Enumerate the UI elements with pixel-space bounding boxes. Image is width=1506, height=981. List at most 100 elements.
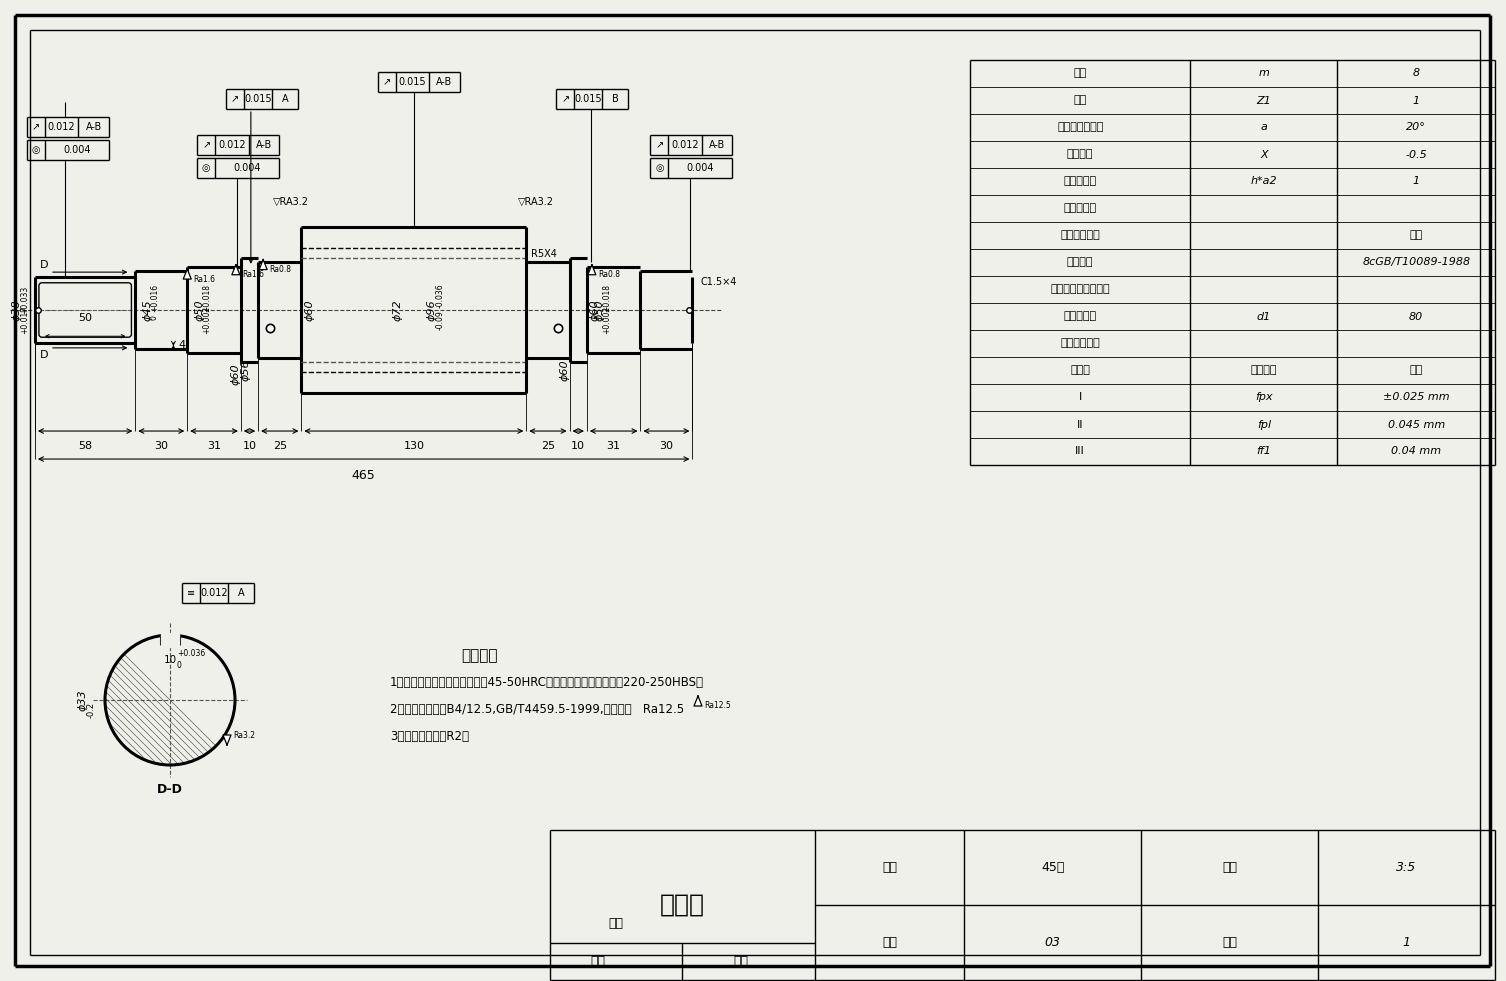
Text: 2、两端中心孔位B4/12.5,GB/T4459.5-1999,粗糙度为   Ra12.5: 2、两端中心孔位B4/12.5,GB/T4459.5-1999,粗糙度为 Ra1…: [390, 703, 684, 716]
Text: ϕ50: ϕ50: [196, 299, 205, 321]
Text: 8: 8: [1413, 69, 1420, 78]
Text: 0.012: 0.012: [200, 588, 227, 598]
Polygon shape: [694, 696, 702, 706]
Text: 公差组: 公差组: [1071, 366, 1090, 376]
Text: 25: 25: [541, 441, 556, 451]
Text: 配对蜗杆图号: 配对蜗杆图号: [1060, 338, 1099, 348]
Text: -0.2: -0.2: [86, 702, 95, 718]
Text: D: D: [41, 260, 48, 270]
Text: 制图: 制图: [590, 955, 605, 967]
Text: 0.015: 0.015: [399, 77, 426, 87]
Text: 31: 31: [607, 441, 620, 451]
Text: 20°: 20°: [1407, 123, 1426, 132]
Text: 465: 465: [352, 469, 375, 482]
Text: 模数: 模数: [1074, 69, 1087, 78]
Text: ↗: ↗: [383, 77, 392, 87]
Text: 图号: 图号: [883, 936, 898, 949]
Polygon shape: [232, 265, 239, 275]
Text: 130: 130: [404, 441, 425, 451]
Text: 45钢: 45钢: [1041, 861, 1065, 874]
Text: 蜗杆轴: 蜗杆轴: [660, 893, 705, 917]
Text: 0: 0: [149, 316, 158, 321]
Text: R5X4: R5X4: [532, 248, 557, 259]
Text: ff1: ff1: [1256, 446, 1271, 456]
Text: ◎: ◎: [202, 163, 211, 173]
Text: 技术要求: 技术要求: [462, 648, 498, 663]
Text: C1.5×4: C1.5×4: [700, 277, 736, 287]
Text: III: III: [1075, 446, 1086, 456]
Text: 03: 03: [1045, 936, 1060, 949]
Text: 58: 58: [78, 441, 92, 451]
Text: +0.033: +0.033: [21, 285, 30, 314]
Text: 齿数: 齿数: [1074, 95, 1087, 106]
Text: 蜗杆轴向齿形角: 蜗杆轴向齿形角: [1057, 123, 1104, 132]
Text: ϕ56: ϕ56: [241, 360, 252, 382]
Text: ≡: ≡: [187, 588, 196, 598]
Text: 右旋: 右旋: [1410, 231, 1423, 240]
Text: +0.002: +0.002: [202, 306, 211, 335]
Text: -0.09: -0.09: [435, 310, 444, 330]
Text: 数量: 数量: [1223, 936, 1236, 949]
Text: fpl: fpl: [1258, 420, 1271, 430]
Text: Ra3.2: Ra3.2: [233, 731, 255, 740]
Text: 80: 80: [1410, 312, 1423, 322]
Text: 0.004: 0.004: [687, 163, 714, 173]
Text: A-B: A-B: [437, 77, 453, 87]
Text: 1: 1: [1413, 95, 1420, 106]
Text: 0.015: 0.015: [244, 94, 271, 104]
Text: ϕ50: ϕ50: [595, 299, 605, 321]
Text: 0.004: 0.004: [233, 163, 261, 173]
Text: 分度圆齿厚及其偏差: 分度圆齿厚及其偏差: [1051, 284, 1110, 294]
Text: 30: 30: [660, 441, 673, 451]
Text: 1、蜗杆表面淬火处理，硬度为45-50HRC，其余部分调质后硬度为220-250HBS。: 1、蜗杆表面淬火处理，硬度为45-50HRC，其余部分调质后硬度为220-250…: [390, 676, 703, 689]
Text: ↗: ↗: [562, 94, 569, 104]
Text: +0.016: +0.016: [149, 284, 158, 312]
Text: ϕ60: ϕ60: [560, 360, 569, 382]
Text: 0.04 mm: 0.04 mm: [1392, 446, 1441, 456]
Text: ϕ60: ϕ60: [590, 299, 599, 321]
Text: Ra1.6: Ra1.6: [193, 275, 215, 284]
Text: ϕ60: ϕ60: [230, 363, 241, 385]
Text: 0.012: 0.012: [218, 140, 245, 150]
Text: ϕ33: ϕ33: [78, 690, 87, 711]
Text: 3、未注圆角半径R2。: 3、未注圆角半径R2。: [390, 730, 468, 743]
Text: Ra0.8: Ra0.8: [598, 270, 620, 280]
Text: ▽RA3.2: ▽RA3.2: [274, 197, 309, 207]
Text: A-B: A-B: [86, 122, 102, 132]
Bar: [161, 633, 179, 647]
Text: A: A: [238, 588, 244, 598]
Text: 0.012: 0.012: [672, 140, 699, 150]
Text: ϕ45: ϕ45: [142, 299, 152, 321]
Text: D: D: [41, 350, 48, 360]
Text: d1: d1: [1258, 312, 1271, 322]
Text: 变位系数: 变位系数: [1066, 149, 1093, 160]
Text: 材料: 材料: [883, 861, 898, 874]
Text: 轮齿侧系数: 轮齿侧系数: [1063, 203, 1096, 214]
Text: 25: 25: [273, 441, 286, 451]
Text: 齿顶高系数: 齿顶高系数: [1063, 177, 1096, 186]
Text: 精度等级: 精度等级: [1066, 257, 1093, 268]
Text: A-B: A-B: [256, 140, 273, 150]
Text: A: A: [282, 94, 288, 104]
Text: D-D: D-D: [157, 783, 182, 796]
Text: 审核: 审核: [608, 917, 623, 930]
Text: 3:5: 3:5: [1396, 861, 1417, 874]
Text: ↗: ↗: [32, 122, 41, 132]
Text: ↗: ↗: [230, 94, 239, 104]
Text: m: m: [1259, 69, 1270, 78]
Text: 比例: 比例: [1223, 861, 1236, 874]
Text: I: I: [1078, 392, 1081, 402]
Text: Ra1.6: Ra1.6: [242, 270, 264, 280]
Text: h*a2: h*a2: [1250, 177, 1277, 186]
Text: Z1: Z1: [1256, 95, 1271, 106]
Text: 4: 4: [178, 340, 185, 350]
Text: 10: 10: [571, 441, 586, 451]
Text: 31: 31: [206, 441, 221, 451]
Text: 轮齿倾斜方向: 轮齿倾斜方向: [1060, 231, 1099, 240]
Text: +0.018: +0.018: [202, 284, 211, 312]
Text: ϕ72: ϕ72: [393, 299, 404, 321]
Polygon shape: [587, 265, 596, 275]
Text: Ra12.5: Ra12.5: [703, 701, 730, 710]
Text: ◎: ◎: [655, 163, 664, 173]
Text: 0.045 mm: 0.045 mm: [1387, 420, 1444, 430]
